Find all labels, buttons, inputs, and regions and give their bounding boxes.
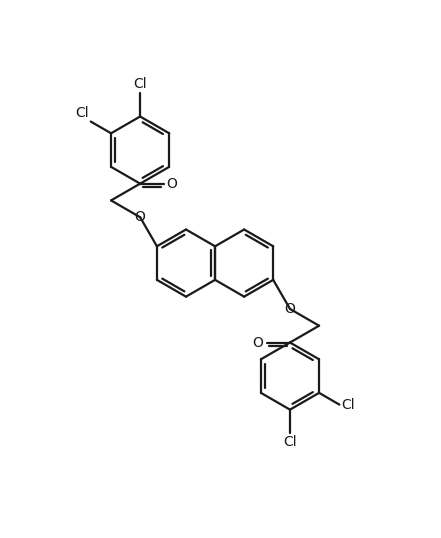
Text: Cl: Cl xyxy=(341,398,355,412)
Text: O: O xyxy=(253,336,264,350)
Text: O: O xyxy=(167,176,177,190)
Text: Cl: Cl xyxy=(75,105,89,119)
Text: Cl: Cl xyxy=(283,435,297,449)
Text: O: O xyxy=(135,210,146,224)
Text: Cl: Cl xyxy=(133,77,147,91)
Text: O: O xyxy=(284,302,295,316)
